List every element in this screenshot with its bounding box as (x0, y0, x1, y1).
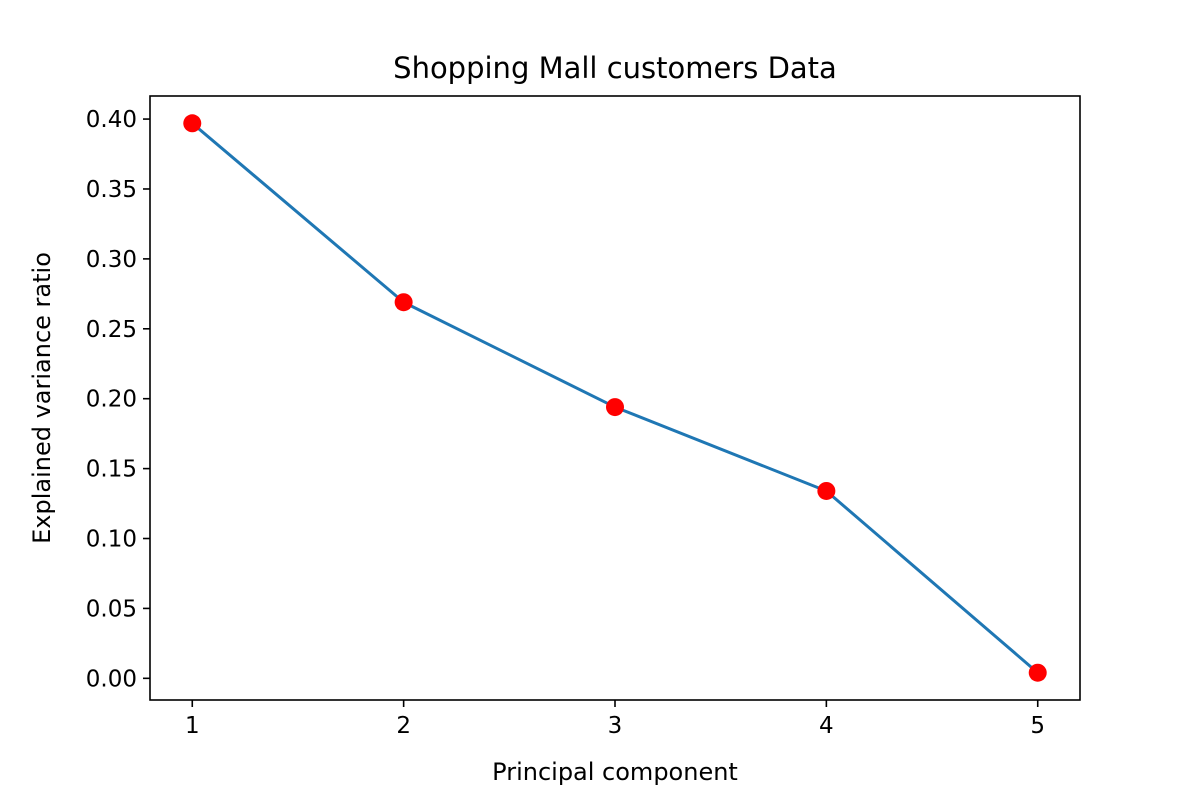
y-tick-label: 0.05 (86, 596, 137, 622)
x-tick-label: 3 (608, 713, 623, 739)
y-axis-label: Explained variance ratio (28, 252, 56, 544)
data-point (817, 481, 836, 500)
series-layer (183, 114, 1047, 682)
x-tick-label: 4 (819, 713, 834, 739)
tick-layer: 1 2 3 4 5 0.00 0.05 0.10 0.15 0.20 0.25 0.30 0.35 0.4… (86, 107, 1045, 739)
data-point (394, 293, 413, 312)
x-tick-label: 2 (396, 713, 411, 739)
data-point (1028, 663, 1047, 682)
x-tick-label: 5 (1030, 713, 1045, 739)
y-tick-label: 0.40 (86, 107, 137, 133)
x-tick-label: 1 (185, 713, 200, 739)
y-tick-label: 0.30 (86, 247, 137, 273)
y-tick-label: 0.10 (86, 527, 137, 553)
chart-title: Shopping Mall customers Data (393, 51, 837, 85)
y-tick-label: 0.15 (86, 457, 137, 483)
data-point (183, 114, 202, 133)
data-point (606, 398, 624, 417)
plot-frame (149, 95, 1081, 701)
plot-area (150, 96, 1080, 700)
y-tick-label: 0.25 (86, 317, 137, 343)
y-tick-label: 0.35 (86, 177, 137, 203)
y-tick-label: 0.00 (86, 666, 137, 692)
x-axis-label: Principal component (492, 758, 738, 786)
y-tick-label: 0.20 (86, 387, 137, 413)
